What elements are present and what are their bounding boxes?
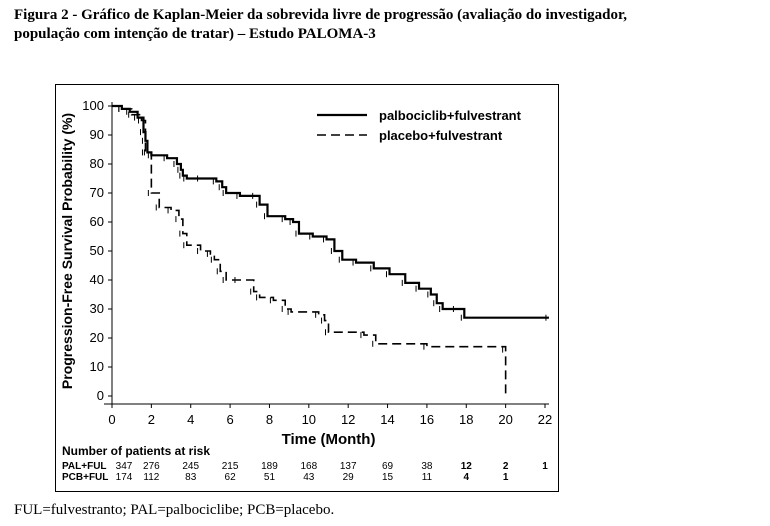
at-risk-value: 137 xyxy=(340,461,357,472)
footnote: FUL=fulvestranto; PAL=palbociclibe; PCB=… xyxy=(14,502,335,518)
at-risk-value: 29 xyxy=(343,472,355,483)
x-tick-label: 18 xyxy=(459,412,473,427)
x-tick-label: 8 xyxy=(266,412,273,427)
x-tick-label: 4 xyxy=(187,412,194,427)
at-risk-value: 168 xyxy=(300,461,317,472)
at-risk-value: 215 xyxy=(222,461,239,472)
at-risk-value: 83 xyxy=(185,472,197,483)
x-axis-label: Time (Month) xyxy=(282,431,376,448)
x-tick-label: 2 xyxy=(148,412,155,427)
at-risk-value: 4 xyxy=(463,472,469,483)
x-tick-label: 22 xyxy=(538,412,552,427)
at-risk-value: 15 xyxy=(382,472,394,483)
survival-curves xyxy=(112,104,549,396)
legend-label-2: placebo+fulvestrant xyxy=(379,128,503,143)
at-risk-table: Number of patients at risk PAL+FUL 347 276 2… xyxy=(62,444,548,483)
at-risk-value: 245 xyxy=(182,461,199,472)
at-risk-value: 2 xyxy=(503,461,509,472)
series-line-1 xyxy=(112,104,549,319)
at-risk-value: 12 xyxy=(461,461,473,472)
at-risk-row-label: PAL+FUL xyxy=(62,461,107,472)
chart-frame xyxy=(55,84,559,492)
x-tick-label: 14 xyxy=(380,412,394,427)
series-line-2 xyxy=(112,105,507,396)
legend-label-1: palbociclib+fulvestrant xyxy=(379,108,522,123)
y-tick-label: 100 xyxy=(82,98,104,113)
y-tick-label: 10 xyxy=(90,359,104,374)
y-tick-label: 0 xyxy=(97,388,104,403)
x-tick-label: 10 xyxy=(302,412,316,427)
at-risk-value: 43 xyxy=(303,472,315,483)
at-risk-value: 69 xyxy=(382,461,394,472)
x-tick-label: 0 xyxy=(108,412,115,427)
at-risk-value: 174 xyxy=(116,472,133,483)
y-tick-label: 50 xyxy=(90,243,104,258)
y-tick-label: 90 xyxy=(90,127,104,142)
axis-ticks: 0 10 20 30 40 50 60 70 80 90 100 0 2 4 6 8 10 12 14 16 18 20 2… xyxy=(82,98,552,427)
x-tick-label: 16 xyxy=(420,412,434,427)
at-risk-row-label: PCB+FUL xyxy=(62,472,108,483)
at-risk-value: 51 xyxy=(264,472,276,483)
x-tick-label: 20 xyxy=(498,412,512,427)
at-risk-value: 38 xyxy=(421,461,433,472)
at-risk-value: 1 xyxy=(542,461,548,472)
y-axis-label: Progression-Free Survival Probability (%… xyxy=(59,113,75,389)
at-risk-value: 1 xyxy=(503,472,509,483)
at-risk-value: 276 xyxy=(143,461,160,472)
caption-line-2: população com intenção de tratar) – Estu… xyxy=(14,26,376,42)
y-tick-label: 80 xyxy=(90,156,104,171)
y-tick-label: 70 xyxy=(90,185,104,200)
at-risk-value: 11 xyxy=(422,472,433,483)
at-risk-value: 62 xyxy=(225,472,237,483)
at-risk-value: 112 xyxy=(143,472,159,483)
y-tick-label: 20 xyxy=(90,330,104,345)
at-risk-value: 189 xyxy=(261,461,278,472)
caption-line-1: Figura 2 - Gráfico de Kaplan-Meier da so… xyxy=(14,7,628,23)
y-tick-label: 40 xyxy=(90,272,104,287)
at-risk-title: Number of patients at risk xyxy=(62,444,210,458)
chart-legend: palbociclib+fulvestrant placebo+fulvestra… xyxy=(317,108,522,143)
y-tick-label: 30 xyxy=(90,301,104,316)
y-tick-label: 60 xyxy=(90,214,104,229)
at-risk-value: 347 xyxy=(116,461,133,472)
x-tick-label: 6 xyxy=(226,412,233,427)
chart-axes: Time (Month) Progression-Free Survival Pr… xyxy=(59,102,549,448)
figure-caption: Figura 2 - Gráfico de Kaplan-Meier da so… xyxy=(14,6,764,44)
x-tick-label: 12 xyxy=(341,412,355,427)
